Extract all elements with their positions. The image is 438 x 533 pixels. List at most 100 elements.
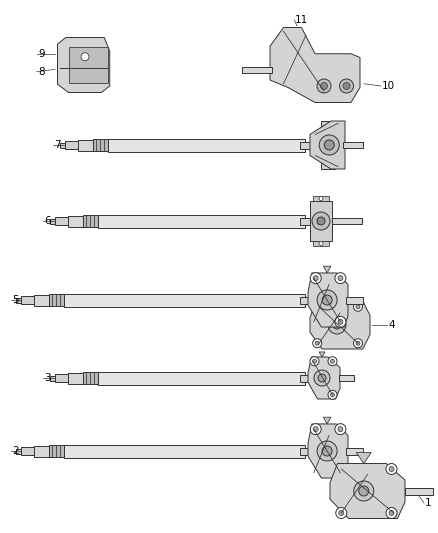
Polygon shape [308, 357, 340, 399]
Bar [55, 217, 70, 225]
Bar [68, 47, 108, 83]
Bar [242, 67, 272, 73]
Polygon shape [330, 464, 405, 519]
Text: 1: 1 [425, 498, 431, 508]
Bar [21, 296, 36, 304]
Circle shape [328, 316, 346, 334]
Bar [65, 141, 80, 149]
Bar [83, 215, 100, 227]
Text: 11: 11 [295, 15, 308, 25]
Circle shape [335, 424, 346, 434]
Circle shape [314, 370, 330, 386]
Bar [50, 376, 58, 381]
Circle shape [386, 507, 397, 519]
Bar [346, 296, 363, 303]
Bar [49, 294, 66, 306]
Bar [310, 201, 332, 241]
Polygon shape [356, 453, 371, 464]
Bar [98, 372, 305, 384]
Text: 3: 3 [44, 373, 51, 383]
Bar [332, 218, 362, 224]
Polygon shape [57, 37, 110, 93]
Bar [313, 241, 328, 246]
Circle shape [353, 302, 363, 311]
Bar [60, 142, 68, 148]
Circle shape [335, 273, 346, 284]
Bar [78, 140, 95, 150]
Circle shape [315, 341, 319, 345]
Bar [68, 215, 85, 227]
Bar [34, 295, 51, 305]
Circle shape [317, 217, 325, 225]
Bar [339, 375, 353, 381]
Bar [300, 375, 310, 382]
Circle shape [313, 339, 321, 348]
Bar [98, 214, 305, 228]
Bar [300, 141, 310, 149]
Circle shape [338, 319, 343, 325]
Bar [49, 445, 66, 457]
Bar [346, 448, 363, 455]
Circle shape [319, 197, 323, 200]
Text: 8: 8 [38, 67, 45, 77]
Circle shape [389, 466, 394, 472]
Circle shape [321, 83, 328, 90]
Circle shape [359, 486, 369, 496]
Circle shape [312, 359, 317, 363]
Text: 7: 7 [54, 140, 60, 150]
Circle shape [389, 511, 394, 515]
Text: 9: 9 [38, 49, 45, 59]
Circle shape [331, 359, 335, 363]
Polygon shape [319, 352, 325, 357]
Bar [64, 445, 305, 457]
Polygon shape [323, 266, 331, 273]
Circle shape [328, 390, 337, 399]
Text: 2: 2 [12, 446, 19, 456]
Bar [321, 160, 335, 169]
Circle shape [333, 321, 341, 329]
Circle shape [338, 470, 343, 475]
Circle shape [335, 467, 346, 478]
Bar [83, 372, 100, 384]
Circle shape [356, 341, 360, 345]
Bar [68, 373, 85, 384]
Circle shape [313, 302, 321, 311]
Circle shape [322, 295, 332, 305]
Circle shape [339, 511, 344, 515]
Bar [300, 217, 310, 224]
Bar [93, 139, 110, 151]
Circle shape [81, 53, 89, 61]
Bar [55, 374, 70, 382]
Circle shape [336, 507, 347, 519]
Circle shape [317, 79, 331, 93]
Circle shape [310, 357, 319, 366]
Circle shape [353, 339, 363, 348]
Circle shape [343, 83, 350, 90]
Bar [343, 142, 363, 148]
Circle shape [318, 374, 326, 382]
Text: 4: 4 [388, 320, 395, 330]
Circle shape [335, 317, 346, 327]
Circle shape [317, 290, 337, 310]
Text: 6: 6 [44, 216, 51, 226]
Bar [50, 219, 58, 223]
Polygon shape [270, 28, 360, 102]
Polygon shape [308, 424, 348, 478]
Circle shape [331, 393, 335, 397]
Circle shape [313, 426, 318, 432]
Circle shape [338, 276, 343, 281]
Circle shape [339, 79, 353, 93]
Circle shape [319, 241, 323, 246]
Bar [21, 447, 36, 455]
Bar [321, 121, 335, 130]
Polygon shape [310, 301, 370, 349]
Polygon shape [308, 273, 348, 327]
Circle shape [313, 276, 318, 281]
Text: 5: 5 [12, 295, 19, 305]
Bar [64, 294, 305, 306]
Bar [300, 448, 310, 455]
Polygon shape [323, 417, 331, 424]
Bar [300, 296, 310, 303]
Text: 10: 10 [382, 81, 395, 91]
Bar [405, 488, 433, 495]
